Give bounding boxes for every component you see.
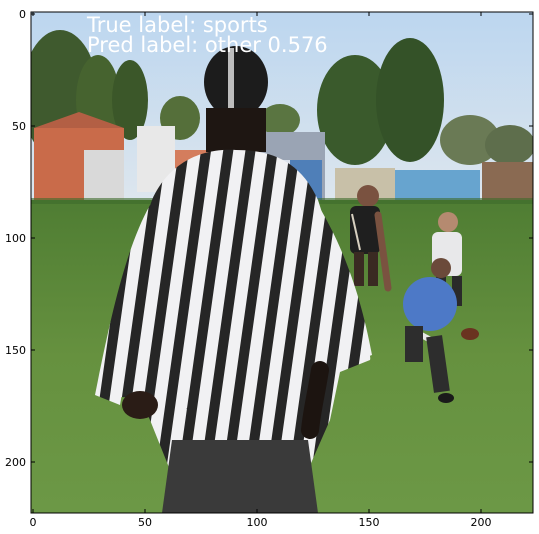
x-tick-label: 100 xyxy=(247,516,268,529)
pred-label-text: Pred label: other 0.576 xyxy=(87,33,328,57)
referee-shirt xyxy=(98,149,371,470)
y-tick-label: 100 xyxy=(5,232,26,245)
player-dark-jersey xyxy=(350,185,392,292)
y-tick-label: 50 xyxy=(12,120,26,133)
x-tick-label: 200 xyxy=(471,516,492,529)
axes-frame xyxy=(30,11,534,514)
x-tick-label: 150 xyxy=(359,516,380,529)
y-tick-label: 150 xyxy=(5,344,26,357)
y-tick-label: 0 xyxy=(19,8,26,21)
trees-right xyxy=(317,38,533,165)
player-blue-jersey xyxy=(403,258,479,403)
true-label-text: True label: sports xyxy=(86,13,268,37)
x-axis: 0 50 100 150 200 xyxy=(30,12,492,529)
x-tick-label: 50 xyxy=(138,516,152,529)
photo xyxy=(31,12,533,513)
referee-cap xyxy=(204,46,268,118)
referee-pants xyxy=(162,440,318,513)
y-tick-label: 200 xyxy=(5,456,26,469)
referee xyxy=(95,46,372,513)
y-axis: 0 50 100 150 200 xyxy=(5,8,533,469)
x-tick-label: 0 xyxy=(30,516,37,529)
